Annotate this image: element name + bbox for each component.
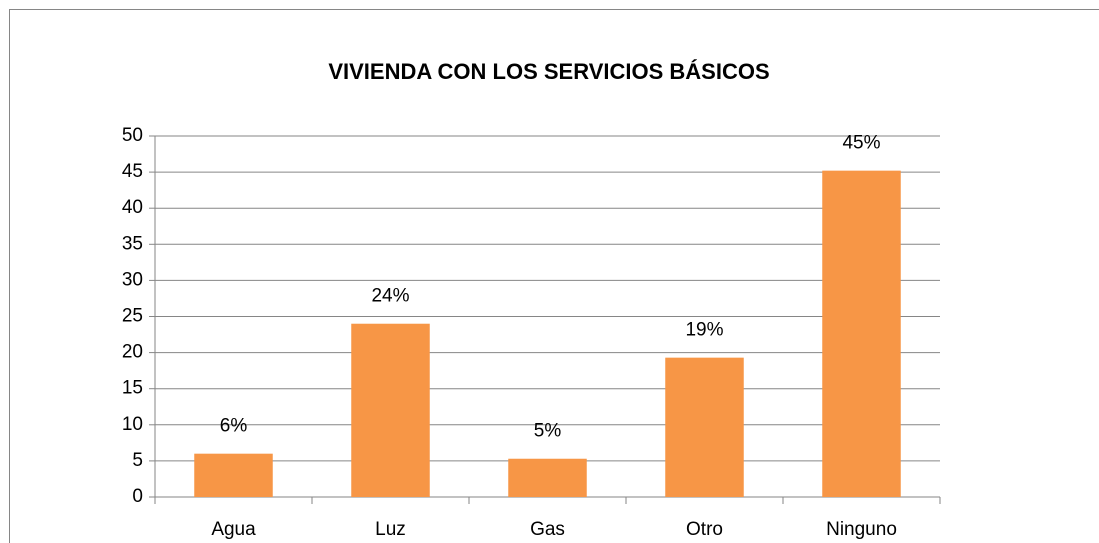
y-tick-label: 0 [132, 486, 143, 507]
y-tick-label: 40 [122, 197, 143, 218]
y-tick-label: 25 [122, 306, 143, 327]
bar [194, 453, 273, 497]
bar [508, 458, 587, 497]
y-tick-label: 30 [122, 269, 143, 290]
chart-title: VIVIENDA CON LOS SERVICIOS BÁSICOS [328, 59, 769, 84]
data-label: 5% [534, 421, 562, 442]
data-label: 24% [371, 286, 409, 307]
x-tick-label: Otro [686, 519, 723, 540]
y-tick-label: 50 [122, 125, 143, 146]
y-tick-label: 35 [122, 233, 143, 254]
y-tick-label: 45 [122, 161, 143, 182]
x-tick-label: Luz [375, 519, 406, 540]
y-tick-label: 15 [122, 378, 143, 399]
x-tick-label: Agua [211, 519, 256, 540]
chart-frame [9, 9, 1099, 543]
y-tick-label: 20 [122, 342, 143, 363]
x-tick-label: Gas [530, 519, 565, 540]
data-label: 45% [842, 133, 880, 154]
y-tick-label: 10 [122, 414, 143, 435]
data-label: 19% [685, 320, 723, 341]
bar [351, 323, 430, 497]
bar [822, 170, 901, 497]
data-label: 6% [220, 416, 248, 437]
x-tick-label: Ninguno [826, 519, 897, 540]
y-tick-label: 5 [132, 450, 143, 471]
bar [665, 357, 744, 497]
